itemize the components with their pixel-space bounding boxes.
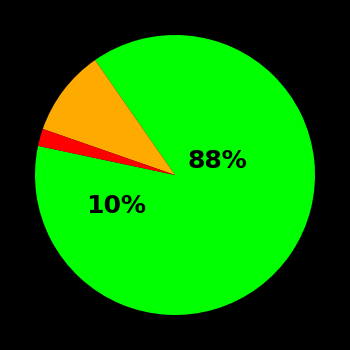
Text: 88%: 88% <box>187 149 247 173</box>
Text: 10%: 10% <box>86 194 146 218</box>
Wedge shape <box>43 60 175 175</box>
Wedge shape <box>38 129 175 175</box>
Wedge shape <box>35 35 315 315</box>
